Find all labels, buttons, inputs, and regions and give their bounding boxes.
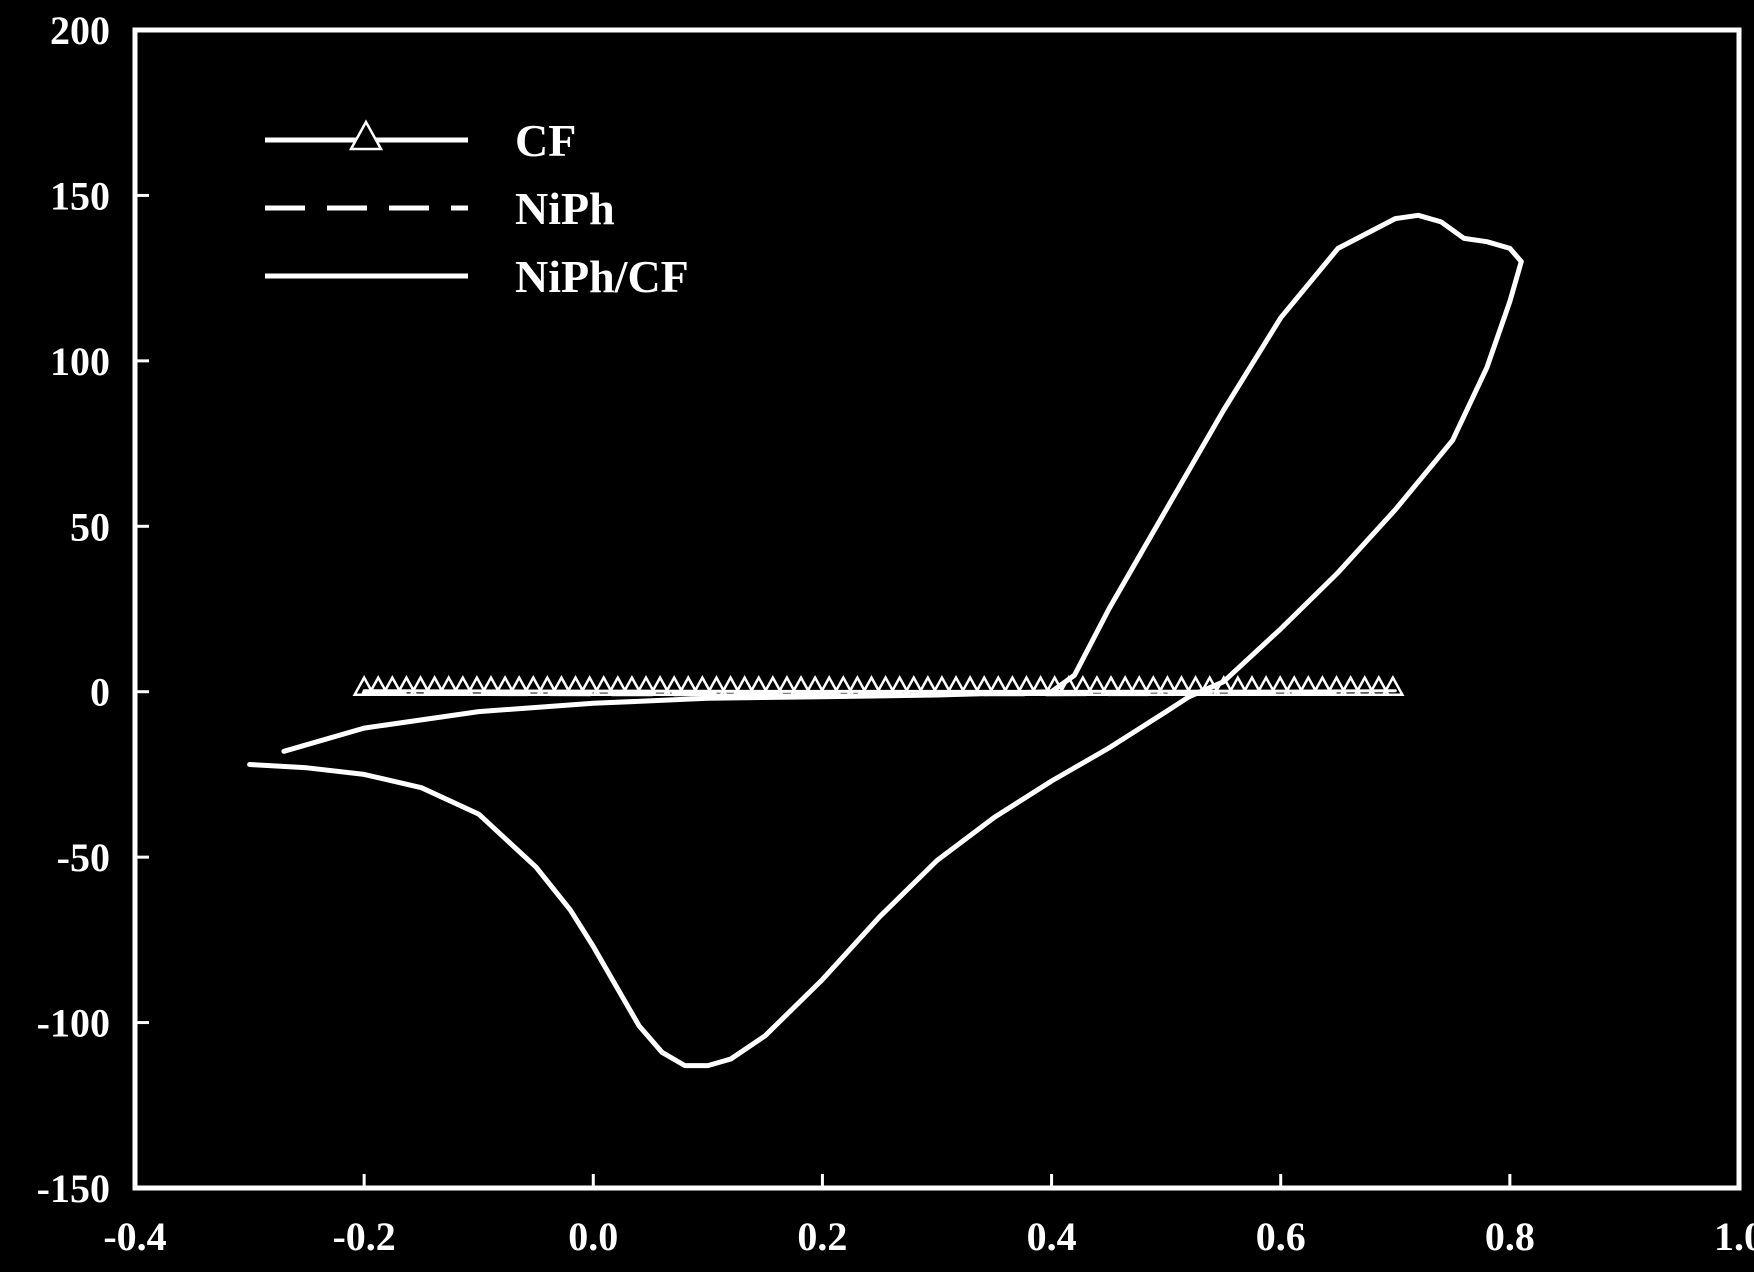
y-tick-label: 100 bbox=[50, 339, 110, 384]
series-layer bbox=[247, 212, 1524, 1069]
y-tick-label: 200 bbox=[50, 8, 110, 53]
y-tick-label: 150 bbox=[50, 173, 110, 218]
x-tick-label: 0.0 bbox=[568, 1214, 618, 1259]
series-marker bbox=[592, 675, 616, 696]
y-tick-label: -100 bbox=[37, 1001, 110, 1046]
y-tick-label: 50 bbox=[70, 504, 110, 549]
legend-label: NiPh bbox=[515, 183, 615, 234]
series-line bbox=[247, 212, 1524, 1069]
series-marker bbox=[394, 675, 419, 696]
series-marker bbox=[1367, 675, 1391, 696]
x-tick-label: 0.4 bbox=[1027, 1214, 1077, 1259]
legend-label: NiPh/CF bbox=[515, 251, 689, 302]
y-tick-label: 0 bbox=[90, 670, 110, 715]
x-tick-label: 0.8 bbox=[1485, 1214, 1535, 1259]
series-marker bbox=[535, 675, 559, 696]
series-marker bbox=[1141, 675, 1165, 696]
axes-layer: -0.4 -0.2 0.0 0.2 0.4 0.6 0.8 1.0 -150 -100 -50 0 50… bbox=[37, 8, 1754, 1259]
legend-entry: CF bbox=[265, 115, 576, 166]
legend-marker bbox=[348, 119, 384, 151]
series-marker bbox=[1268, 675, 1292, 696]
series-marker bbox=[718, 675, 743, 696]
series-niph-cf bbox=[247, 212, 1524, 1069]
legend-entry: NiPh/CF bbox=[265, 251, 689, 302]
series-marker bbox=[1085, 675, 1109, 696]
series-marker bbox=[648, 675, 672, 696]
legend-label: CF bbox=[515, 115, 576, 166]
series-marker bbox=[465, 675, 489, 696]
legend: CF NiPh NiPh/CF bbox=[265, 115, 689, 302]
x-tick-label: 1.0 bbox=[1714, 1214, 1754, 1259]
plot-frame bbox=[132, 27, 1742, 1191]
x-tick-label: -0.4 bbox=[103, 1214, 166, 1259]
series-marker bbox=[1353, 675, 1377, 696]
series-marker bbox=[1028, 675, 1053, 696]
y-tick-label: -150 bbox=[37, 1166, 110, 1211]
x-tick-label: -0.2 bbox=[332, 1214, 395, 1259]
y-tick-label: -50 bbox=[57, 835, 110, 880]
series-marker bbox=[1381, 675, 1405, 696]
series-marker bbox=[521, 675, 545, 696]
x-tick-label: 0.2 bbox=[797, 1214, 847, 1259]
series-marker bbox=[704, 675, 729, 696]
series-marker bbox=[1338, 675, 1363, 696]
series-marker bbox=[408, 675, 433, 696]
series-marker bbox=[1324, 675, 1349, 696]
x-tick-label: 0.6 bbox=[1256, 1214, 1306, 1259]
series-marker bbox=[1155, 675, 1180, 696]
legend-entry: NiPh bbox=[265, 183, 615, 234]
